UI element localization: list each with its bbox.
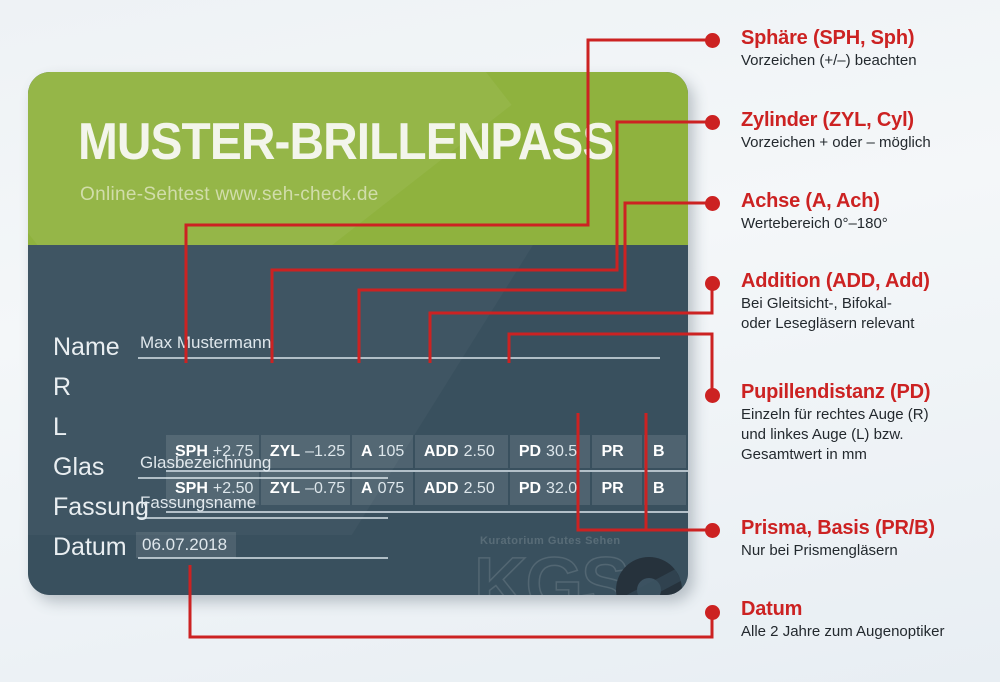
annotation-addition: Addition (ADD, Add) Bei Gleitsicht-, Bif… <box>741 270 1000 334</box>
annotation-zylinder: Zylinder (ZYL, Cyl) Vorzeichen + oder – … <box>741 109 1000 153</box>
label-right-eye: R <box>53 373 72 401</box>
leader-dot-addition <box>705 276 720 291</box>
leader-dot-sphaere <box>705 33 720 48</box>
cell-key: A <box>361 479 373 497</box>
annotation-desc: Alle 2 Jahre zum Augenoptiker <box>741 623 945 641</box>
annotation-title: Datum <box>741 598 803 620</box>
date-value[interactable]: 06.07.2018 <box>136 532 236 558</box>
cell-l-a[interactable]: A 075 <box>352 472 413 505</box>
annotation-desc: Nur bei Prismengläsern <box>741 542 898 560</box>
cell-key: SPH <box>175 442 208 460</box>
annotation-desc: Einzeln für rechtes Auge (R) und linkes A… <box>741 406 929 464</box>
cell-l-pd[interactable]: PD 32.0 <box>509 472 591 505</box>
prescription-table: SPH +2.75 ZYL –1.25 A 105 ADD 2.50 PD <box>166 435 688 513</box>
cell-l-zyl[interactable]: ZYL –0.75 <box>260 472 351 505</box>
annotation-title: Achse (A, Ach) <box>741 190 880 212</box>
leader-dot-zylinder <box>705 115 720 130</box>
glass-underline <box>138 477 388 479</box>
cell-value: +2.50 <box>212 479 254 497</box>
date-underline <box>138 557 388 559</box>
annotation-title: Pupillendistanz (PD) <box>741 381 931 403</box>
cell-key: PD <box>518 479 542 497</box>
label-date: Datum <box>53 533 127 561</box>
cell-key: B <box>653 442 665 460</box>
annotation-sphaere: Sphäre (SPH, Sph) Vorzeichen (+/–) beach… <box>741 27 1000 71</box>
table-bottom-rule <box>166 511 688 513</box>
cell-key: ADD <box>423 442 459 460</box>
cell-r-a[interactable]: A 105 <box>352 435 413 468</box>
label-frame: Fassung <box>53 493 149 521</box>
cell-r-add[interactable]: ADD 2.50 <box>414 435 508 468</box>
frame-value[interactable]: Fassungsname <box>140 493 257 512</box>
annotation-title: Prisma, Basis (PR/B) <box>741 517 935 539</box>
cell-key: ADD <box>423 479 459 497</box>
cell-key: SPH <box>175 479 208 497</box>
cell-key: PR <box>601 479 624 497</box>
cell-l-pr[interactable]: PR <box>592 472 643 505</box>
label-glass: Glas <box>53 453 105 481</box>
label-name: Name <box>53 333 120 361</box>
frame-underline <box>138 517 388 519</box>
cell-r-sph[interactable]: SPH +2.75 <box>166 435 259 468</box>
cell-value: –0.75 <box>305 479 346 497</box>
annotation-datum: Datum Alle 2 Jahre zum Augenoptiker <box>741 598 1000 642</box>
leader-dot-pupillendistanz <box>705 388 720 403</box>
cell-key: A <box>361 442 373 460</box>
cell-r-pd[interactable]: PD 30.5 <box>509 435 591 468</box>
glass-value[interactable]: Glasbezeichnung <box>140 453 272 472</box>
cell-value: 30.5 <box>546 442 578 460</box>
annotation-title: Zylinder (ZYL, Cyl) <box>741 109 914 131</box>
cell-r-pr[interactable]: PR <box>592 435 643 468</box>
cell-value: –1.25 <box>305 442 346 460</box>
cell-key: ZYL <box>269 442 301 460</box>
annotation-desc: Bei Gleitsicht-, Bifokal-oder Lesegläser… <box>741 295 915 333</box>
leader-dot-achse <box>705 196 720 211</box>
cell-value: 2.50 <box>463 479 495 497</box>
passport-form: Name R L Glas Fassung Datum Max Musterma… <box>28 72 688 595</box>
cell-value: +2.75 <box>212 442 254 460</box>
leader-dot-datum <box>705 605 720 620</box>
annotation-achse: Achse (A, Ach) Wertebereich 0°–180° <box>741 190 1000 234</box>
cell-r-b[interactable]: B <box>644 435 687 468</box>
cell-value: 105 <box>377 442 405 460</box>
cell-r-zyl[interactable]: ZYL –1.25 <box>260 435 351 468</box>
name-value[interactable]: Max Mustermann <box>140 333 272 352</box>
annotation-pupillendistanz: Pupillendistanz (PD) Einzeln für rechtes… <box>741 381 1000 465</box>
cell-l-b[interactable]: B <box>644 472 687 505</box>
cell-value: 2.50 <box>463 442 495 460</box>
annotation-desc: Wertebereich 0°–180° <box>741 215 888 233</box>
cell-l-sph[interactable]: SPH +2.50 <box>166 472 259 505</box>
leader-dot-prisma <box>705 523 720 538</box>
annotation-desc: Vorzeichen (+/–) beachten <box>741 52 917 70</box>
annotation-title: Sphäre (SPH, Sph) <box>741 27 915 49</box>
name-underline <box>138 357 660 359</box>
cell-key: B <box>653 479 665 497</box>
cell-l-add[interactable]: ADD 2.50 <box>414 472 508 505</box>
cell-key: ZYL <box>269 479 301 497</box>
brillenpass-card: MUSTER-BRILLENPASS Online-Sehtest www.se… <box>28 72 688 595</box>
annotation-title: Addition (ADD, Add) <box>741 270 930 292</box>
cell-key: PD <box>518 442 542 460</box>
cell-value: 075 <box>377 479 405 497</box>
table-divider <box>166 470 688 472</box>
cell-key: PR <box>601 442 624 460</box>
cell-value: 32.0 <box>546 479 578 497</box>
table-row: SPH +2.75 ZYL –1.25 A 105 ADD 2.50 PD <box>166 435 688 468</box>
label-left-eye: L <box>53 413 67 441</box>
table-row: SPH +2.50 ZYL –0.75 A 075 ADD 2.50 PD <box>166 472 688 505</box>
annotation-desc: Vorzeichen + oder – möglich <box>741 134 931 152</box>
annotation-prisma: Prisma, Basis (PR/B) Nur bei Prismengläs… <box>741 517 1000 561</box>
